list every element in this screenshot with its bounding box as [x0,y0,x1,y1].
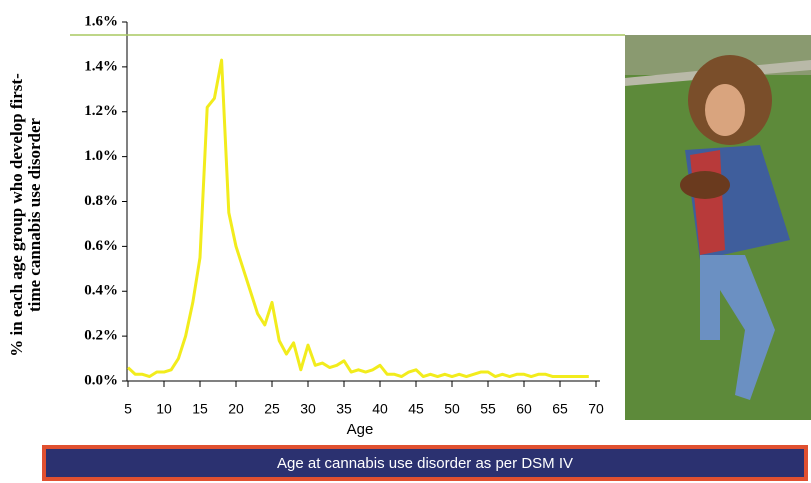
x-tick-label: 50 [444,401,460,417]
y-tick-label: 0.6% [84,238,118,254]
y-tick-label: 0.0% [84,372,118,388]
data-line [126,58,589,379]
x-tick-label: 70 [588,401,604,417]
y-tick-label: 0.2% [84,328,118,344]
x-tick-label: 5 [124,401,132,417]
y-axis-label: time cannabis use disorder [25,118,44,313]
x-tick-label: 30 [300,401,316,417]
caption-box [46,449,804,477]
y-tick-label: 0.8% [84,193,118,209]
y-tick-label: 1.0% [84,148,118,164]
caption: Age at cannabis use disorder as per DSM … [277,455,573,472]
x-tick-label: 55 [480,401,496,417]
x-tick-label: 60 [516,401,532,417]
y-tick-label: 1.2% [84,103,118,119]
x-axis-label: Age [347,421,374,438]
x-tick-label: 45 [408,401,424,417]
y-tick-label: 0.4% [84,283,118,299]
x-tick-label: 35 [336,401,352,417]
x-tick-label: 10 [156,401,172,417]
y-axis-label: % in each age group who develop first- [7,73,26,357]
x-tick-label: 40 [372,401,388,417]
y-tick-label: 1.4% [84,58,118,74]
x-tick-label: 65 [552,401,568,417]
x-tick-label: 15 [192,401,208,417]
y-tick-label: 1.6% [84,13,118,29]
x-tick-label: 25 [264,401,280,417]
photo [625,35,811,420]
x-tick-label: 20 [228,401,244,417]
